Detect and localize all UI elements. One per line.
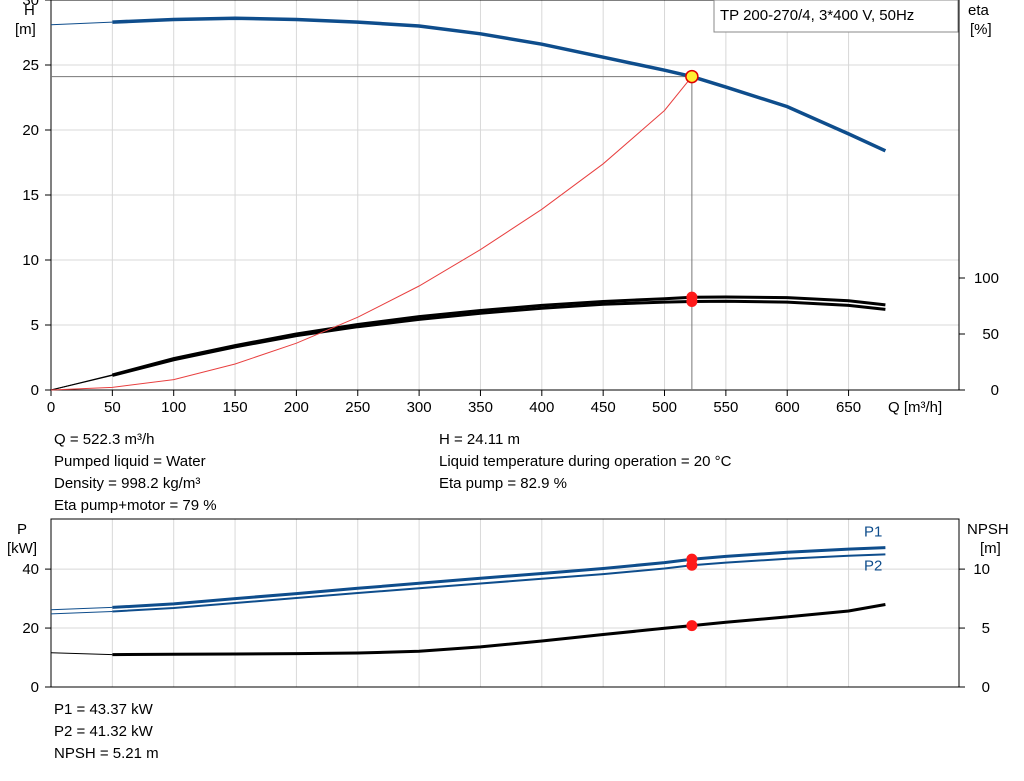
x-tick-label: 400 xyxy=(529,399,554,416)
eta_total-curve-extension xyxy=(50,374,113,391)
info-density: Density = 998.2 kg/m³ xyxy=(54,475,201,492)
npsh-duty-marker xyxy=(686,620,698,632)
y-tick-label: 25 xyxy=(22,57,39,74)
y-axis-label-h: H xyxy=(24,2,35,19)
y-tick-label: 0 xyxy=(31,679,39,696)
x-tick-label: 650 xyxy=(836,399,861,416)
y-tick-label: 0 xyxy=(31,382,39,399)
x-tick-label: 200 xyxy=(284,399,309,416)
y-tick-label: 10 xyxy=(22,252,39,269)
info-eta-pump: Eta pump = 82.9 % xyxy=(439,475,567,492)
y2-tick-label: 50 xyxy=(982,326,999,343)
p1-series-label: P1 xyxy=(864,524,882,541)
bottom-chart-series: P1 P2 xyxy=(50,524,886,657)
eta-total-duty-marker xyxy=(686,296,698,308)
npsh-curve xyxy=(112,603,886,657)
info-p2: P2 = 41.32 kW xyxy=(54,723,153,740)
y-axis-label-p: P xyxy=(17,521,27,538)
y2-tick-label: 100 xyxy=(974,270,999,287)
eta-pump-curve xyxy=(112,295,886,377)
info-q: Q = 522.3 m³/h xyxy=(54,431,155,448)
y-axis-unit-h: [m] xyxy=(15,21,36,38)
top-chart-ticks: 0 50 100 150 200 250 300 350 400 450 500 550 600 6500… xyxy=(22,0,999,416)
info-h: H = 24.11 m xyxy=(439,431,521,448)
x-tick-label: 550 xyxy=(713,399,738,416)
x-tick-label: 300 xyxy=(407,399,432,416)
h-curve-extension xyxy=(50,21,113,26)
x-tick-label: 0 xyxy=(47,399,55,416)
info-pumped-liquid: Pumped liquid = Water xyxy=(54,453,206,470)
x-axis-label: Q [m³/h] xyxy=(888,399,942,416)
y-tick-label: 30 xyxy=(22,0,39,9)
bottom-plot-frame xyxy=(50,518,960,688)
h-curve xyxy=(112,16,887,153)
chart-title: TP 200-270/4, 3*400 V, 50Hz xyxy=(720,7,914,24)
p2-curve-extension xyxy=(50,611,113,615)
p2-duty-marker xyxy=(686,559,698,571)
npsh-curve-extension xyxy=(50,652,113,656)
duty-info-power: P1 = 43.37 kW P2 = 41.32 kW NPSH = 5.21 … xyxy=(54,699,159,765)
duty-info-left: Q = 522.3 m³/h Pumped liquid = Water Den… xyxy=(54,429,217,517)
x-tick-label: 150 xyxy=(223,399,248,416)
system-curve xyxy=(50,76,693,391)
x-tick-label: 100 xyxy=(161,399,186,416)
info-npsh: NPSH = 5.21 m xyxy=(54,745,159,762)
p1-curve-extension xyxy=(50,606,113,611)
y2-tick-label: 5 xyxy=(982,620,990,637)
x-tick-label: 50 xyxy=(104,399,121,416)
x-tick-label: 600 xyxy=(775,399,800,416)
p2-curve xyxy=(112,553,886,613)
duty-point-marker xyxy=(685,69,699,84)
y2-axis-label-npsh: NPSH xyxy=(967,521,1009,538)
top-chart-grid xyxy=(50,0,959,391)
duty-info-right: H = 24.11 m Liquid temperature during op… xyxy=(439,429,731,495)
p1-curve xyxy=(112,546,886,609)
y2-axis-unit-npsh: [m] xyxy=(980,540,1001,557)
top-chart-series xyxy=(50,16,887,391)
y2-tick-label: 0 xyxy=(982,679,990,696)
x-tick-label: 350 xyxy=(468,399,493,416)
eta-total-curve xyxy=(112,299,886,377)
info-p1: P1 = 43.37 kW xyxy=(54,701,153,718)
y-tick-label: 20 xyxy=(22,122,39,139)
info-eta-total: Eta pump+motor = 79 % xyxy=(54,497,217,514)
y-axis-unit-p: [kW] xyxy=(7,540,37,557)
y-tick-label: 40 xyxy=(22,561,39,578)
y-tick-label: 15 xyxy=(22,187,39,204)
top-title-box: TP 200-270/4, 3*400 V, 50Hz xyxy=(713,0,959,33)
x-tick-label: 450 xyxy=(591,399,616,416)
y2-axis-label-eta: eta xyxy=(968,2,990,19)
p2-series-label: P2 xyxy=(864,557,882,574)
info-liquid-temp: Liquid temperature during operation = 20… xyxy=(439,453,732,470)
y-tick-label: 5 xyxy=(31,317,39,334)
y2-tick-label: 0 xyxy=(991,382,999,399)
y2-tick-label: 10 xyxy=(973,561,990,578)
bottom-chart-ticks: 0 20 40 0 5 10 xyxy=(22,561,990,696)
x-tick-label: 500 xyxy=(652,399,677,416)
y-tick-label: 20 xyxy=(22,620,39,637)
x-tick-label: 250 xyxy=(345,399,370,416)
y2-axis-unit-eta: [%] xyxy=(970,21,992,38)
